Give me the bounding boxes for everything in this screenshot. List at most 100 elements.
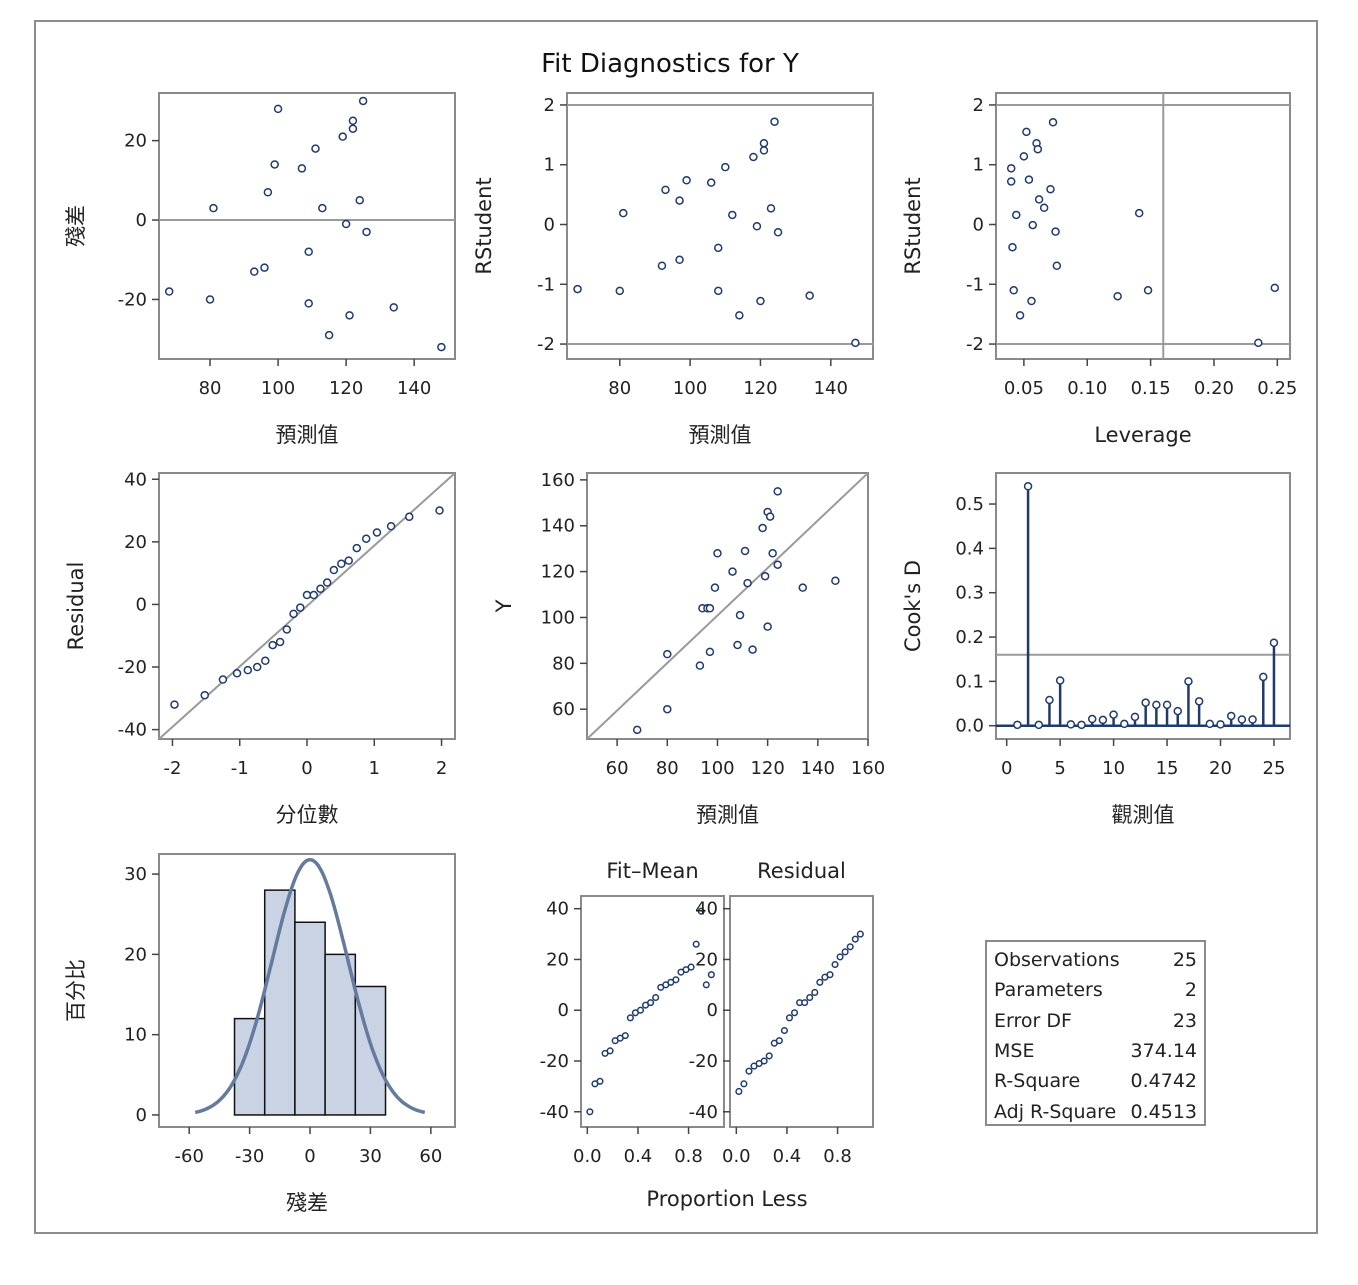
data-point [1015,311,1025,320]
data-point [1120,719,1129,729]
x-tick-label: 2 [436,758,447,779]
data-point [586,1108,594,1116]
residual-vs-predicted-panel: 80 100 120 140 -20 0 20 預測值 殘差 [64,92,456,447]
y-tick-label: 0 [707,1000,718,1021]
x-tick-label: 0 [301,758,312,779]
data-point [273,104,283,114]
y-tick-label: 160 [541,470,575,491]
data-point [1027,296,1036,306]
data-point [405,512,414,522]
y-tick-label: 0 [973,215,984,236]
y-tick-label: 2 [544,95,555,116]
stats-label: Adj R-Square [994,1101,1116,1123]
data-point [706,178,716,187]
data-point [606,1047,614,1055]
data-point [743,578,752,588]
y-tick-label: 20 [124,532,147,553]
data-point [856,930,864,938]
y-tick-label: 0.3 [955,583,984,604]
data-point [687,963,695,971]
data-point [275,637,285,647]
y-tick-label: -1 [537,274,555,295]
residual-qq-panel: -2 -1 0 1 2 -40 -20 0 20 40 分位數 Residual [64,469,456,827]
data-point [657,261,667,271]
data-point [1055,676,1065,685]
data-point [826,971,834,979]
data-point [695,661,705,670]
plot-area [729,895,874,1128]
x-tick-label: 15 [1156,758,1179,779]
y-axis-label: 殘差 [64,205,88,247]
x-tick-label: 140 [397,378,431,399]
data-point [780,1026,788,1035]
data-point [1269,638,1279,648]
y-tick-label: 40 [124,469,147,490]
y-tick-label: -20 [540,1051,569,1072]
x-axis-label: 預測值 [696,803,759,827]
x-tick-label: 0.0 [722,1146,751,1167]
data-point [728,567,737,576]
data-point [1184,677,1193,686]
stats-label: MSE [994,1040,1034,1062]
x-tick-label: 100 [700,758,734,779]
data-point [663,704,672,714]
x-tick-label: 0.10 [1067,378,1107,399]
stats-label: Parameters [994,979,1103,1001]
data-point [758,523,767,533]
y-tick-label: -20 [118,657,147,678]
y-tick-label: 120 [541,562,575,583]
data-point [318,203,327,213]
data-point [1046,184,1055,194]
normal-curve [194,857,426,1115]
data-point [1034,720,1044,730]
data-point [801,999,809,1007]
data-point [573,284,582,294]
data-point [1045,695,1054,705]
data-point [337,559,346,569]
x-tick-label: 120 [743,378,777,399]
stats-label: Observations [994,949,1120,971]
x-axis-label: 觀測值 [1112,803,1175,827]
data-point [1109,710,1118,719]
data-point [626,1014,634,1022]
data-point [1130,712,1140,722]
data-point [389,303,399,312]
y-tick-label: 0.2 [955,627,984,648]
data-point [329,565,339,575]
x-tick-label: 20 [1209,758,1232,779]
plot-area [158,853,456,1128]
data-point [713,286,723,296]
plot-content [567,103,873,348]
data-point [352,543,362,553]
data-point [1006,164,1016,173]
plot-area [995,92,1291,360]
data-point [705,647,715,657]
figure-frame [34,20,1318,1234]
x-axis-label: 預測值 [689,423,752,447]
data-point [759,138,769,148]
fit-mean-spread-panel: 0.0 0.4 0.8 -40 -20 0 20 40 Fit–Mean [540,859,725,1167]
data-point [619,208,628,218]
y-tick-label: 0 [136,210,147,231]
data-point [596,1077,604,1085]
x-tick-label: -60 [175,1146,204,1167]
data-point [304,247,313,257]
figure-title: Fit Diagnostics for Y [541,49,799,79]
data-point [831,576,840,586]
data-point [768,549,777,558]
y-tick-label: 0 [558,1000,569,1021]
x-axis-label: Leverage [1094,423,1191,447]
y-tick-label: -1 [966,274,984,295]
data-point [652,993,660,1002]
histogram-bar [294,921,326,1116]
plot-content [159,96,455,352]
data-point [250,267,259,276]
reference-line [587,473,868,739]
data-point [170,700,179,709]
y-axis-label: RStudent [472,177,496,274]
x-tick-label: 140 [814,378,848,399]
data-point [252,662,262,672]
plot-area [586,472,869,740]
y-tick-label: 40 [695,899,718,920]
data-point [1022,127,1031,137]
